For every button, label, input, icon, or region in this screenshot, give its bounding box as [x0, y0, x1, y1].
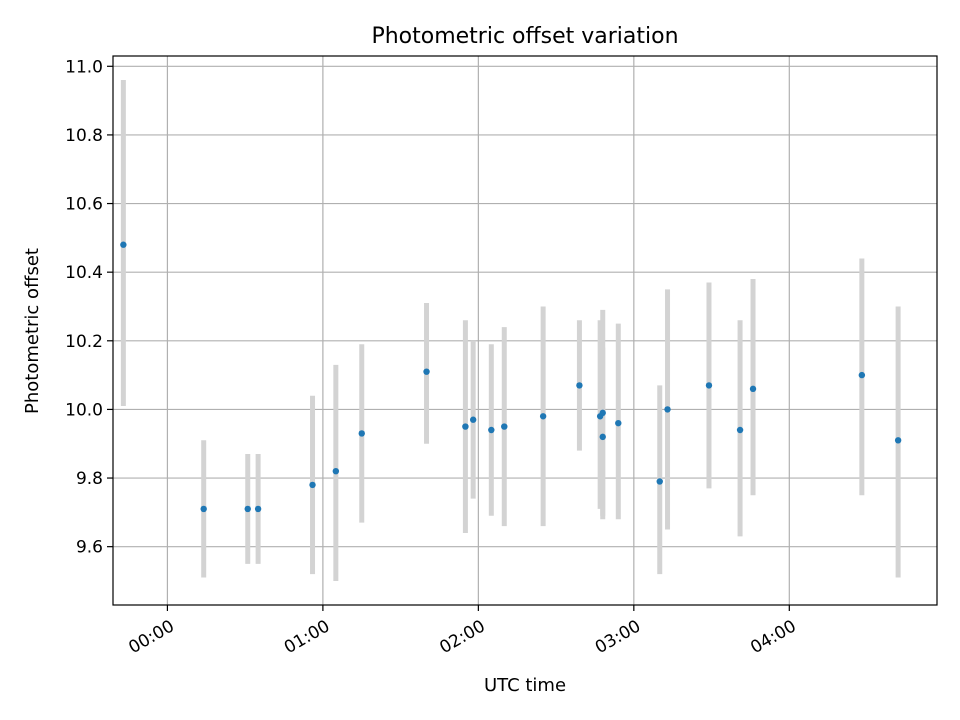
y-tick-label: 10.0	[65, 400, 103, 420]
data-point	[599, 409, 606, 417]
y-tick-label: 10.4	[65, 263, 103, 283]
data-point	[309, 481, 316, 489]
data-point	[736, 426, 744, 434]
data-point	[894, 437, 902, 444]
data-point	[599, 433, 606, 441]
data-point	[423, 368, 430, 375]
data-point	[656, 478, 663, 485]
data-point	[244, 505, 251, 513]
grid-lines	[113, 56, 937, 605]
data-point	[501, 423, 508, 430]
data-point	[358, 430, 365, 437]
data-point	[664, 406, 671, 413]
data-point	[749, 385, 757, 393]
y-tick-label: 9.6	[76, 538, 103, 558]
data-point	[539, 413, 547, 420]
data-point	[705, 382, 713, 389]
y-tick-label: 10.6	[65, 195, 103, 215]
y-tick-label: 10.2	[65, 332, 103, 352]
data-point	[254, 505, 262, 513]
data-points	[120, 241, 902, 513]
data-point	[332, 467, 340, 475]
y-tick-label: 9.8	[76, 469, 103, 489]
data-point	[120, 241, 127, 248]
y-tick-label: 10.8	[65, 126, 103, 146]
data-point	[488, 426, 495, 434]
data-point	[858, 371, 866, 379]
data-point	[200, 505, 207, 513]
y-axis-label: Photometric offset	[22, 248, 43, 414]
data-point	[462, 423, 469, 430]
chart-title: Photometric offset variation	[371, 24, 678, 49]
data-point	[615, 419, 622, 427]
plot-area	[113, 56, 937, 605]
plot-frame	[112, 55, 938, 606]
data-point	[469, 416, 477, 423]
y-tick-label: 11.0	[65, 57, 103, 77]
x-axis-label: UTC time	[484, 675, 566, 696]
data-point	[576, 382, 583, 389]
